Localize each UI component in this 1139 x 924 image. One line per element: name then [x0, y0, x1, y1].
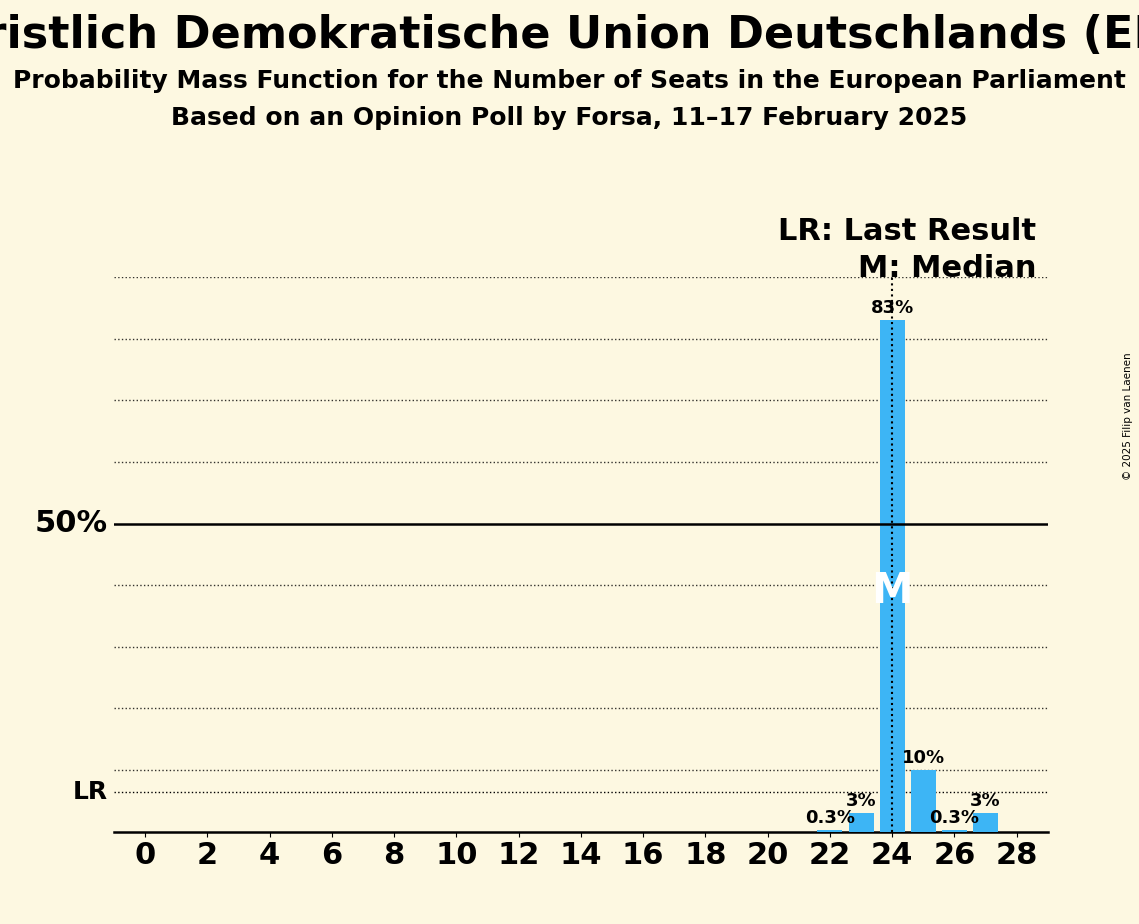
Bar	[879, 321, 904, 832]
Text: 3%: 3%	[846, 792, 876, 810]
Text: 83%: 83%	[870, 299, 913, 317]
Text: 3%: 3%	[970, 792, 1001, 810]
Text: 50%: 50%	[34, 509, 108, 538]
Text: 10%: 10%	[902, 749, 945, 767]
Text: 0.3%: 0.3%	[929, 808, 980, 827]
Text: M: Median: M: Median	[858, 254, 1036, 283]
Bar	[818, 830, 843, 832]
Bar	[942, 830, 967, 832]
Text: Based on an Opinion Poll by Forsa, 11–17 February 2025: Based on an Opinion Poll by Forsa, 11–17…	[171, 106, 968, 130]
Text: © 2025 Filip van Laenen: © 2025 Filip van Laenen	[1123, 352, 1133, 480]
Text: M: M	[871, 570, 913, 613]
Text: Probability Mass Function for the Number of Seats in the European Parliament: Probability Mass Function for the Number…	[13, 69, 1126, 93]
Text: LR: LR	[73, 780, 108, 804]
Text: 0.3%: 0.3%	[805, 808, 855, 827]
Bar	[973, 813, 998, 832]
Text: LR: Last Result: LR: Last Result	[778, 217, 1036, 246]
Bar	[849, 813, 874, 832]
Bar	[911, 770, 936, 832]
Text: Christlich Demokratische Union Deutschlands (EPP): Christlich Demokratische Union Deutschla…	[0, 14, 1139, 57]
